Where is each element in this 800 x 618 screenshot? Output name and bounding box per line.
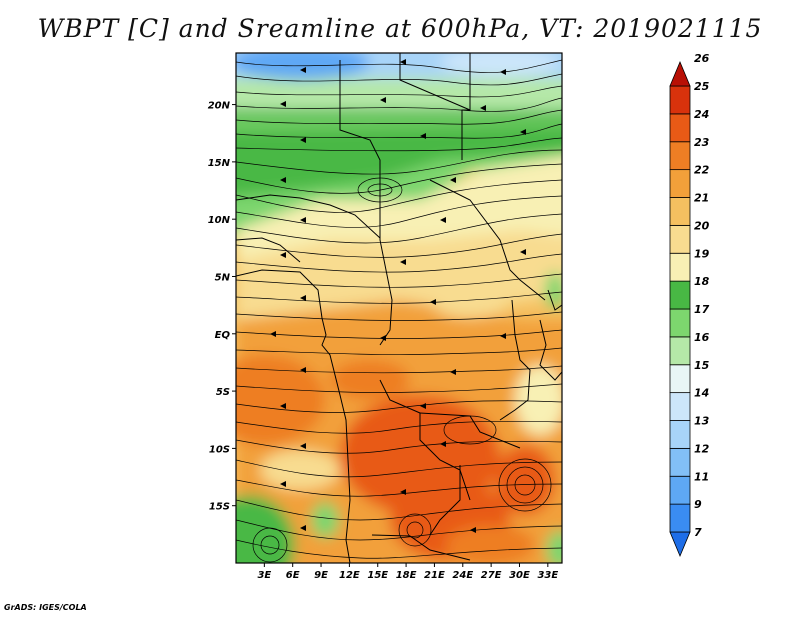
longitude-axis: 3E 6E 9E 12E 15E 18E 21E 24E 27E 30E 33E <box>257 563 558 581</box>
colorbar-segment <box>669 308 691 338</box>
lon-tick-label: 6E <box>286 570 300 581</box>
lat-tick-label: EQ <box>215 330 231 341</box>
lon-tick-label: 24E <box>452 570 473 581</box>
colorbar-segment <box>669 113 691 143</box>
wbpt-field <box>236 53 562 563</box>
colorbar-segment <box>669 531 691 558</box>
lat-tick-label: 15N <box>208 158 231 169</box>
lon-tick-label: 15E <box>367 570 388 581</box>
colorbar-label: 9 <box>694 498 702 511</box>
colorbar: 7 9 11 12 13 14 15 16 17 18 19 20 21 22 23 24 25 26 <box>669 52 710 558</box>
lon-tick-label: 21E <box>424 570 445 581</box>
lat-tick-label: 5S <box>216 387 230 398</box>
lon-tick-label: 33E <box>537 570 558 581</box>
latitude-axis: 20N 15N 10N 5N EQ 5S 10S 15S <box>208 101 236 513</box>
colorbar-label: 17 <box>694 303 710 316</box>
lon-tick-label: 18E <box>396 570 417 581</box>
colorbar-segment <box>669 503 691 533</box>
colorbar-label: 7 <box>694 526 702 539</box>
map-frame <box>235 52 563 564</box>
colorbar-segment <box>669 85 691 115</box>
lon-tick-label: 30E <box>509 570 530 581</box>
colorbar-label: 14 <box>694 387 709 400</box>
colorbar-label: 16 <box>694 331 710 344</box>
colorbar-label: 19 <box>694 247 710 260</box>
colorbar-label: 12 <box>694 442 710 455</box>
colorbar-segment <box>669 60 691 87</box>
colorbar-segment <box>669 420 691 449</box>
colorbar-label: 23 <box>694 136 710 149</box>
colorbar-label: 21 <box>694 192 709 205</box>
lat-tick-label: 5N <box>215 272 231 283</box>
chart-title: WBPT [C] and Sreamline at 600hPa, VT: 20… <box>37 14 763 43</box>
lon-tick-label: 9E <box>314 570 328 581</box>
lat-tick-label: 10N <box>208 215 231 226</box>
lat-tick-label: 10S <box>209 444 230 455</box>
colorbar-label: 25 <box>694 80 710 93</box>
colorbar-segment <box>669 336 691 366</box>
lat-tick-label: 20N <box>208 101 231 112</box>
streamlines <box>236 59 562 563</box>
colorbar-segment <box>669 475 691 505</box>
colorbar-segment <box>669 252 691 282</box>
colorbar-segment <box>669 364 691 394</box>
lon-tick-label: 3E <box>257 570 271 581</box>
lon-tick-label: 27E <box>481 570 502 581</box>
colorbar-segment <box>669 141 691 171</box>
colorbar-label: 24 <box>694 108 709 121</box>
lon-tick-label: 12E <box>339 570 360 581</box>
country-borders <box>236 53 562 563</box>
colorbar-segment <box>669 224 691 254</box>
colorbar-segment <box>669 447 691 477</box>
colorbar-label: 20 <box>694 219 710 232</box>
colorbar-label: 11 <box>694 470 709 483</box>
colorbar-segment <box>669 280 691 310</box>
colorbar-label: 26 <box>694 52 710 65</box>
streamline-arrows <box>270 59 526 533</box>
colorbar-label: 15 <box>694 359 710 372</box>
colorbar-segment <box>669 197 691 226</box>
lat-tick-label: 15S <box>209 502 230 513</box>
colorbar-label: 22 <box>694 164 710 177</box>
credit-label: GrADS: IGES/COLA <box>4 603 87 612</box>
colorbar-label: 13 <box>694 415 710 428</box>
colorbar-segment <box>669 392 691 421</box>
colorbar-label: 18 <box>694 275 710 288</box>
colorbar-segment <box>669 169 691 198</box>
